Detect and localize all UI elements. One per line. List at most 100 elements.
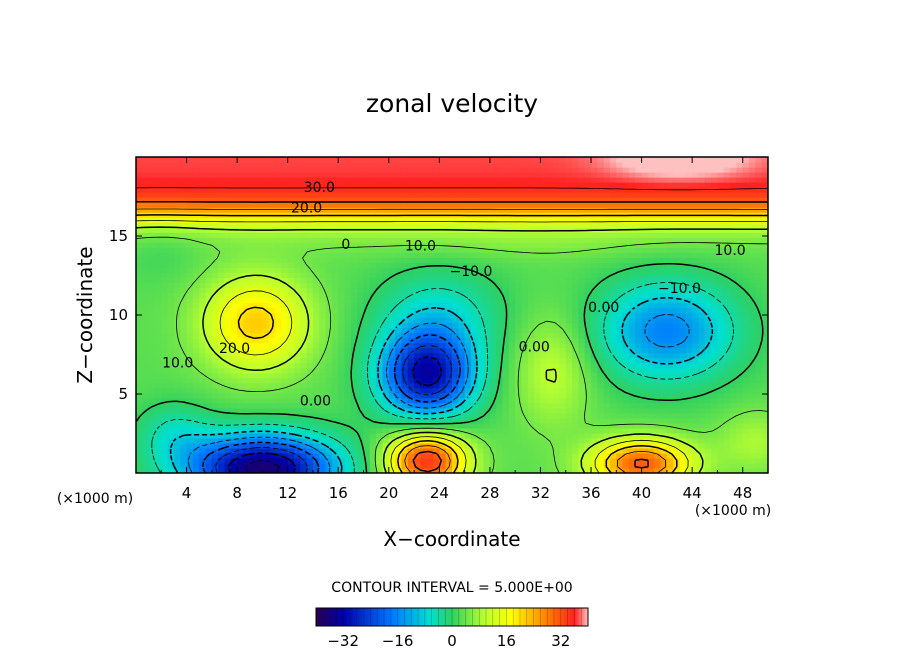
field-cell — [180, 157, 188, 163]
field-cell — [338, 402, 346, 409]
field-cell — [199, 357, 207, 364]
field-cell — [154, 422, 162, 429]
field-cell — [382, 452, 390, 459]
field-cell — [439, 362, 447, 369]
field-cell — [407, 182, 415, 188]
field-cell — [136, 357, 143, 364]
field-cell — [603, 467, 611, 473]
field-cell — [224, 392, 232, 399]
field-cell — [458, 352, 466, 359]
field-cell — [565, 207, 573, 213]
field-cell — [268, 282, 276, 289]
field-cell — [502, 347, 510, 354]
field-cell — [211, 352, 219, 359]
field-cell — [407, 262, 415, 268]
field-cell — [294, 252, 301, 258]
field-cell — [508, 162, 516, 168]
field-cell — [199, 192, 207, 198]
field-cell — [312, 302, 320, 309]
field-cell — [382, 267, 390, 273]
field-cell — [154, 252, 162, 258]
field-cell — [230, 377, 238, 384]
field-cell — [218, 392, 226, 399]
field-cell — [464, 447, 472, 454]
field-cell — [218, 202, 226, 208]
field-cell — [148, 452, 156, 459]
field-cell — [306, 342, 314, 349]
field-cell — [350, 322, 358, 329]
field-cell — [376, 342, 384, 349]
field-cell — [603, 287, 611, 294]
field-cell — [496, 392, 504, 399]
field-cell — [243, 192, 251, 198]
field-cell — [515, 177, 523, 183]
field-cell — [628, 247, 636, 253]
field-cell — [426, 262, 434, 268]
field-cell — [483, 412, 491, 419]
field-cell — [470, 182, 478, 188]
field-cell — [628, 317, 636, 324]
field-cell — [173, 187, 181, 193]
field-cell — [154, 467, 162, 473]
field-cell — [306, 242, 314, 248]
field-cell — [597, 277, 605, 283]
field-cell — [154, 432, 162, 439]
field-cell — [610, 442, 617, 449]
field-cell — [470, 362, 478, 369]
field-cell — [502, 282, 510, 289]
field-cell — [628, 222, 636, 228]
field-cell — [243, 447, 251, 454]
field-cell — [142, 302, 150, 309]
field-cell — [458, 172, 466, 178]
field-cell — [211, 282, 219, 289]
field-cell — [256, 197, 263, 203]
field-cell — [603, 402, 611, 409]
field-cell — [186, 347, 194, 354]
field-cell — [527, 282, 535, 289]
field-cell — [237, 417, 245, 424]
field-cell — [515, 337, 523, 344]
field-cell — [281, 187, 289, 193]
field-cell — [584, 157, 592, 163]
field-cell — [521, 242, 529, 248]
field-cell — [395, 257, 403, 263]
field-cell — [243, 402, 251, 409]
field-cell — [300, 202, 308, 208]
field-cell — [553, 387, 561, 394]
field-cell — [496, 387, 504, 394]
field-cell — [199, 202, 207, 208]
field-cell — [546, 457, 554, 464]
field-cell — [458, 342, 466, 349]
field-cell — [287, 207, 295, 213]
field-cell — [161, 307, 169, 314]
field-cell — [508, 417, 516, 424]
field-cell — [275, 337, 282, 344]
field-cell — [224, 247, 232, 253]
field-cell — [572, 162, 579, 168]
field-cell — [205, 412, 213, 419]
field-cell — [287, 202, 295, 208]
field-cell — [527, 377, 535, 384]
field-cell — [458, 372, 466, 379]
field-cell — [420, 202, 428, 208]
field-cell — [136, 187, 143, 193]
field-cell — [357, 247, 365, 253]
field-cell — [470, 222, 478, 228]
field-cell — [464, 412, 472, 419]
field-cell — [426, 432, 434, 439]
field-cell — [268, 422, 276, 429]
field-cell — [167, 197, 175, 203]
field-cell — [357, 352, 365, 359]
field-cell — [275, 397, 282, 404]
field-cell — [281, 402, 289, 409]
field-cell — [262, 167, 270, 173]
field-cell — [414, 422, 421, 429]
field-cell — [489, 412, 497, 419]
field-cell — [546, 332, 554, 339]
field-cell — [591, 447, 598, 454]
field-cell — [243, 397, 251, 404]
field-cell — [218, 442, 226, 449]
field-cell — [363, 262, 371, 268]
field-cell — [515, 272, 523, 278]
field-cell — [357, 417, 365, 424]
